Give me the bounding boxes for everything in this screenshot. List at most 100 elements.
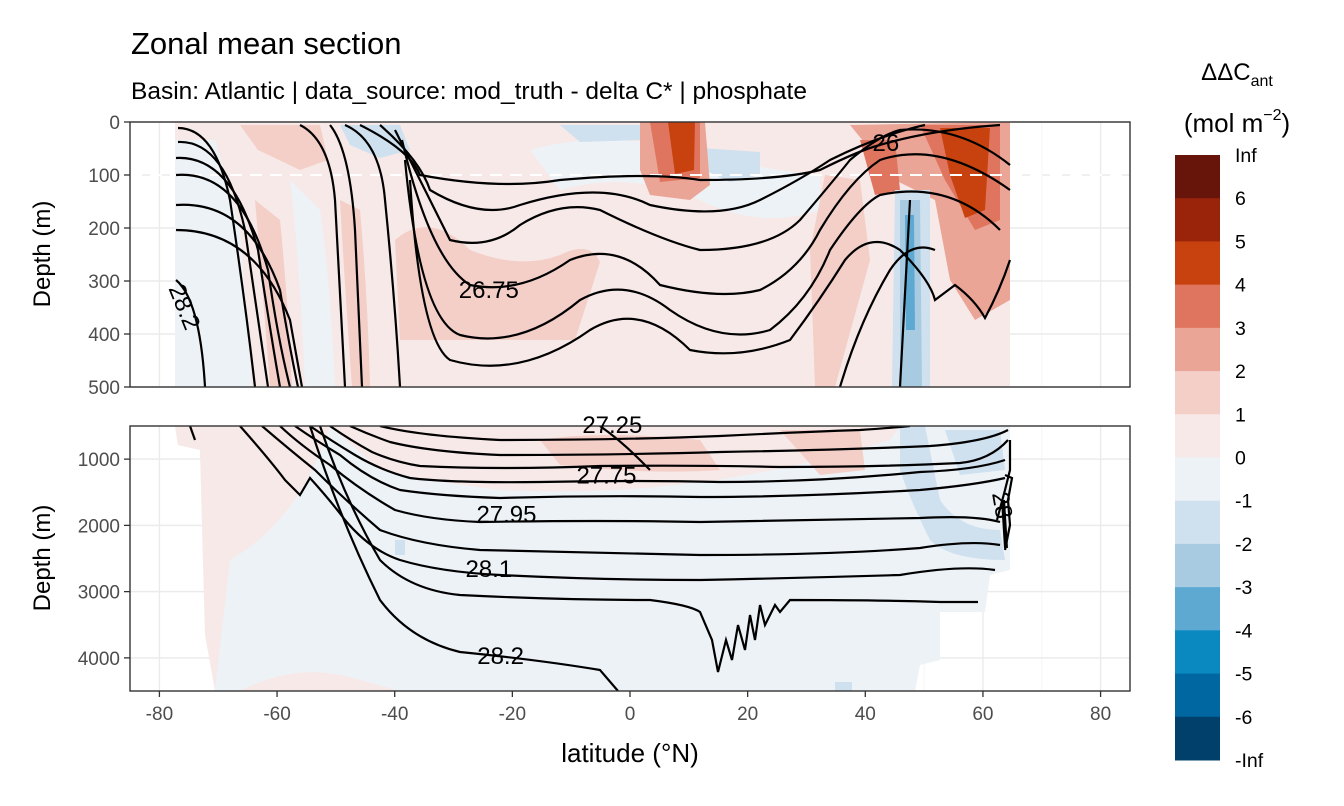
- lower-field-deep-blue: [835, 682, 852, 691]
- y-tick-label: 2000: [78, 516, 120, 537]
- x-tick-label: 60: [972, 704, 993, 725]
- legend-label: -1: [1235, 491, 1252, 513]
- upper-field-north-red-5: [810, 175, 870, 387]
- legend-label: Inf: [1235, 145, 1257, 167]
- lower-panel-field: [175, 426, 1010, 691]
- lower-field-south-red-2: [240, 672, 400, 691]
- colorbar-legend: ΔΔCant (mol m−2) Inf 6 5 4 3 2 1 0 -1 -2 -3 -4 -5 -6 -…: [1175, 59, 1290, 772]
- upper-field-south-red-surface: [240, 125, 328, 170]
- legend-swatch: [1175, 500, 1220, 545]
- lower-contour-line: [318, 426, 978, 673]
- legend-label: -Inf: [1235, 750, 1264, 772]
- lower-contour-line: [349, 426, 1009, 457]
- legend-label: -5: [1235, 664, 1252, 686]
- legend-label: 0: [1235, 448, 1246, 470]
- y-tick-label: 200: [88, 219, 120, 240]
- contour-label: 28.1: [465, 556, 512, 583]
- x-tick-label: -40: [381, 704, 408, 725]
- upper-contour-line: [344, 123, 402, 387]
- legend-swatch: [1175, 414, 1220, 458]
- legend-swatch: [1175, 457, 1220, 502]
- upper-field-surface-blue-3: [560, 125, 640, 142]
- lower-contour-line: [1003, 473, 1014, 551]
- lower-contour-line: [239, 426, 996, 582]
- x-axis: -80 -60 -40 -20 0 20 40 60 80: [146, 691, 1111, 725]
- contour-label: 28.2: [477, 643, 524, 670]
- upper-contour-line: [177, 126, 257, 387]
- contour-label: 27.75: [576, 462, 636, 489]
- x-tick-label: 20: [737, 704, 758, 725]
- legend-swatch: [1175, 630, 1220, 675]
- upper-contour-line: [359, 123, 1001, 186]
- lower-field-north-blue: [900, 426, 1005, 560]
- y-tick-label: 1000: [78, 450, 120, 471]
- lower-contour-line: [995, 440, 1012, 521]
- y-tick-label: 0: [109, 113, 120, 134]
- legend-label: 1: [1235, 404, 1246, 426]
- upper-field-subtropical-red: [395, 227, 600, 340]
- legend-swatch: [1175, 284, 1220, 329]
- upper-contour-line: [403, 159, 1001, 340]
- y-tick-label: 4000: [78, 649, 120, 670]
- lower-field-upper-red-3: [780, 430, 865, 475]
- upper-contour-line: [394, 128, 1011, 252]
- contour-label: 28: [986, 490, 1017, 521]
- legend-label: 4: [1235, 275, 1246, 297]
- contour-label: 26: [873, 130, 900, 157]
- lower-contour-line: [599, 426, 651, 471]
- y-tick-label: 3000: [78, 583, 120, 604]
- lower-panel-contours: [188, 426, 1014, 691]
- chart-title: Zonal mean section: [131, 26, 402, 61]
- y-axis-label-upper: Depth (m): [29, 201, 56, 308]
- upper-panel: 0 100 200 300 400 500: [88, 113, 1131, 399]
- legend-swatch: [1175, 198, 1220, 242]
- lower-contour-line: [1001, 499, 1008, 549]
- x-tick-label: -60: [263, 704, 290, 725]
- y-tick-label: 300: [88, 272, 120, 293]
- upper-contour-line: [175, 173, 292, 387]
- contour-label: 27.25: [582, 412, 642, 439]
- lower-contour-line: [279, 426, 1001, 524]
- upper-contour-line: [175, 228, 304, 387]
- legend-labels: Inf 6 5 4 3 2 1 0 -1 -2 -3 -4 -5 -6 -Inf: [1235, 145, 1264, 772]
- legend-swatch: [1175, 673, 1220, 718]
- legend-swatch: [1175, 371, 1220, 415]
- lower-field-base: [175, 426, 1010, 691]
- lower-contour-line: [329, 426, 1009, 470]
- chart-subtitle: Basin: Atlantic | data_source: mod_truth…: [131, 78, 807, 105]
- upper-panel-contours: [175, 123, 1012, 387]
- legend-swatch: [1175, 241, 1220, 286]
- lower-contour-line: [309, 426, 1006, 484]
- x-tick-label: -20: [499, 704, 526, 725]
- lower-field-south-red: [175, 426, 330, 691]
- legend-label: -2: [1235, 534, 1252, 556]
- upper-contour-line: [329, 124, 364, 387]
- lower-panel-y-axis: 1000 2000 3000 4000: [78, 450, 130, 670]
- legend-swatch: [1175, 716, 1220, 761]
- legend-label: 6: [1235, 188, 1246, 210]
- upper-field-equatorial-hot-3: [668, 122, 695, 174]
- contour-label: 27.95: [476, 501, 536, 528]
- upper-field-south-pale-blue: [175, 140, 252, 387]
- upper-field-south-red-band-2: [340, 200, 370, 387]
- legend-swatches: [1175, 155, 1220, 761]
- legend-label: -4: [1235, 620, 1252, 642]
- upper-panel-border: [129, 121, 1131, 388]
- x-tick-label: 0: [625, 704, 636, 725]
- legend-label: -3: [1235, 577, 1252, 599]
- x-tick-label: -80: [146, 704, 173, 725]
- legend-swatch: [1175, 327, 1220, 372]
- lower-contour-line: [261, 426, 1001, 557]
- lower-contour-line: [294, 426, 1006, 500]
- upper-contour-line: [175, 279, 207, 387]
- x-tick-label: 40: [855, 704, 876, 725]
- lower-panel: 1000 2000 3000 4000: [78, 425, 1131, 692]
- y-tick-label: 500: [88, 378, 120, 399]
- legend-unit: (mol m−2): [1184, 107, 1290, 138]
- legend-label: 5: [1235, 231, 1246, 253]
- upper-contour-line: [299, 124, 347, 387]
- lower-contour-line: [308, 426, 619, 691]
- upper-contour-line: [898, 199, 912, 387]
- upper-contour-line: [838, 246, 936, 387]
